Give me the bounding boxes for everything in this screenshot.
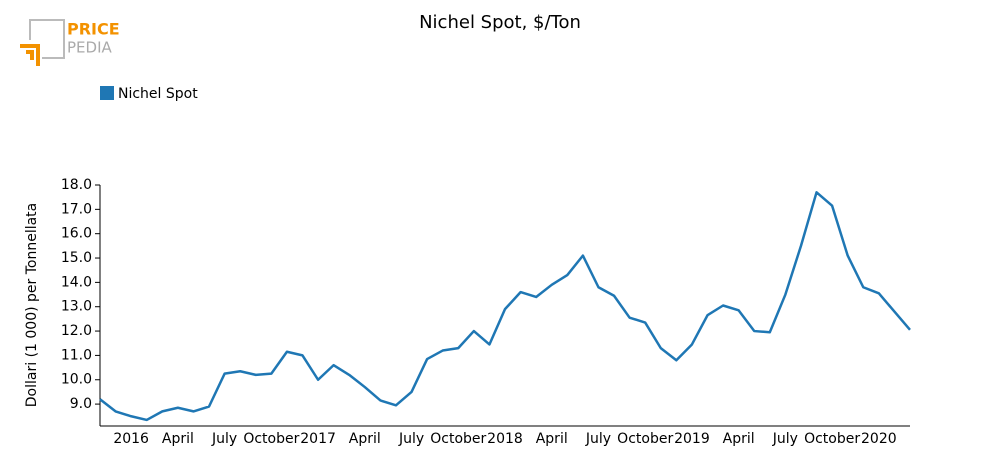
logo-frame xyxy=(29,19,65,59)
x-tick-label: October xyxy=(430,431,486,447)
x-tick-label: 2020 xyxy=(861,431,897,447)
x-tick-label: 2017 xyxy=(300,431,336,447)
x-tick-label: 2018 xyxy=(487,431,523,447)
x-tick-label: July xyxy=(585,431,611,447)
x-tick-label: April xyxy=(723,431,755,447)
x-tick-label: April xyxy=(349,431,381,447)
y-tick-label: 9.0 xyxy=(70,396,92,412)
line-series xyxy=(99,191,911,422)
y-tick-label: 16.0 xyxy=(61,226,92,242)
x-tick-label: April xyxy=(162,431,194,447)
x-tick-label: 2019 xyxy=(674,431,710,447)
y-tick-label: 14.0 xyxy=(61,274,92,290)
legend-swatch xyxy=(100,86,114,100)
x-tick-label: October xyxy=(804,431,860,447)
logo-text: PRICE xyxy=(67,20,120,39)
legend-label: Nichel Spot xyxy=(118,86,198,102)
y-tick-label: 15.0 xyxy=(61,250,92,266)
logo-text: PEDIA xyxy=(67,39,112,57)
y-axis-label: Dollari (1 000) per Tonnellata xyxy=(24,203,40,407)
chart-title: Nichel Spot, $/Ton xyxy=(419,12,581,33)
y-tick-label: 11.0 xyxy=(61,347,92,363)
x-tick-label: July xyxy=(211,431,237,447)
y-tick-label: 13.0 xyxy=(61,299,92,315)
logo-mark xyxy=(20,44,40,66)
y-tick-label: 17.0 xyxy=(61,201,92,217)
x-tick-label: October xyxy=(243,431,299,447)
x-tick-label: July xyxy=(772,431,798,447)
logo: PRICE PEDIA xyxy=(20,19,120,66)
y-tick-label: 10.0 xyxy=(61,372,92,388)
y-tick-label: 18.0 xyxy=(61,177,92,193)
x-tick-label: July xyxy=(398,431,424,447)
x-tick-label: April xyxy=(536,431,568,447)
x-tick-label: 2016 xyxy=(113,431,149,447)
y-tick-label: 12.0 xyxy=(61,323,92,339)
x-tick-label: October xyxy=(617,431,673,447)
